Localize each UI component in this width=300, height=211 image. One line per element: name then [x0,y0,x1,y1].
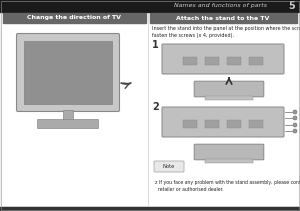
FancyBboxPatch shape [194,81,264,97]
Text: Note: Note [163,164,175,169]
FancyBboxPatch shape [38,119,98,128]
Bar [24,41,112,104]
Bar [183,57,197,65]
Text: Names and functions of parts: Names and functions of parts [173,4,266,8]
Bar [205,120,219,128]
FancyBboxPatch shape [154,161,184,172]
Circle shape [293,123,297,127]
Bar [150,13,297,23]
Circle shape [293,116,297,120]
Bar [205,159,253,163]
Text: Change the direction of TV: Change the direction of TV [27,15,121,20]
Bar [183,120,197,128]
Text: 5: 5 [289,1,296,11]
FancyBboxPatch shape [194,144,264,160]
Text: z If you face any problem with the stand assembly, please contact your
  retaile: z If you face any problem with the stand… [155,180,300,192]
Circle shape [293,129,297,133]
Bar [249,120,263,128]
Bar [249,57,263,65]
Bar [227,57,241,65]
Bar [0,207,300,211]
Bar [63,110,73,120]
Text: Insert the stand into the panel at the position where the screw holes are and
fa: Insert the stand into the panel at the p… [152,26,300,38]
Bar [227,120,241,128]
Bar [205,96,253,100]
FancyBboxPatch shape [162,44,284,74]
FancyBboxPatch shape [16,34,119,111]
Text: 1: 1 [152,40,159,50]
Text: Attach the stand to the TV: Attach the stand to the TV [176,15,270,20]
Bar [205,57,219,65]
FancyBboxPatch shape [162,107,284,137]
Text: 2: 2 [152,102,159,112]
Bar [0,0,300,12]
Bar [3,13,146,23]
Circle shape [293,110,297,114]
